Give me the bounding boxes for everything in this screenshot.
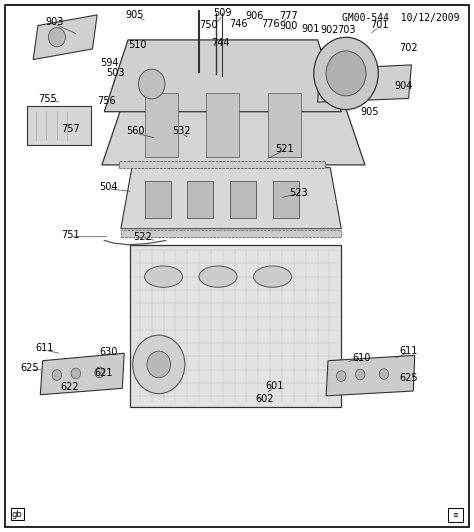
Circle shape — [356, 369, 365, 380]
Circle shape — [379, 369, 389, 379]
Text: 510: 510 — [128, 40, 147, 50]
Text: 594: 594 — [100, 58, 118, 68]
Text: 625: 625 — [399, 373, 418, 383]
Text: 621: 621 — [94, 369, 113, 378]
Text: 703: 703 — [337, 26, 356, 35]
Polygon shape — [130, 245, 341, 407]
Polygon shape — [102, 72, 365, 165]
Text: 622: 622 — [60, 383, 79, 392]
Text: 532: 532 — [172, 127, 191, 136]
Bar — [230, 181, 256, 218]
Text: 756: 756 — [97, 96, 116, 106]
Bar — [268, 93, 301, 157]
Ellipse shape — [199, 266, 237, 287]
Text: 625: 625 — [20, 363, 39, 373]
Text: 509: 509 — [213, 9, 232, 18]
Polygon shape — [121, 168, 341, 229]
Circle shape — [71, 368, 81, 379]
Text: 777: 777 — [279, 11, 298, 21]
Ellipse shape — [145, 266, 182, 287]
Text: 746: 746 — [228, 19, 247, 29]
Text: 701: 701 — [370, 20, 389, 30]
Text: 750: 750 — [199, 20, 218, 30]
Circle shape — [52, 370, 62, 380]
Text: 630: 630 — [100, 347, 118, 357]
Text: 906: 906 — [246, 11, 264, 21]
Text: 523: 523 — [289, 188, 308, 197]
Text: 755: 755 — [38, 95, 57, 104]
Text: 904: 904 — [395, 81, 413, 91]
Bar — [145, 93, 178, 157]
Text: 902: 902 — [320, 26, 339, 35]
Bar — [206, 93, 239, 157]
Circle shape — [48, 28, 65, 47]
Bar — [273, 181, 299, 218]
Circle shape — [314, 37, 378, 110]
Polygon shape — [33, 15, 97, 60]
Text: 901: 901 — [301, 24, 319, 34]
Text: 503: 503 — [106, 69, 125, 78]
Circle shape — [147, 351, 171, 378]
Polygon shape — [318, 65, 411, 102]
Circle shape — [95, 367, 104, 378]
Circle shape — [138, 69, 165, 99]
Circle shape — [326, 51, 366, 96]
Text: 905: 905 — [126, 10, 145, 20]
Ellipse shape — [254, 266, 292, 287]
Polygon shape — [326, 355, 415, 396]
Text: 610: 610 — [352, 353, 370, 362]
Bar — [448, 508, 463, 522]
Text: 602: 602 — [255, 394, 274, 404]
Text: 900: 900 — [279, 21, 297, 30]
Text: GM00-544  10/12/2009: GM00-544 10/12/2009 — [342, 13, 460, 23]
Text: 522: 522 — [133, 232, 152, 242]
Text: 903: 903 — [46, 18, 64, 27]
Bar — [27, 106, 91, 145]
Text: 702: 702 — [399, 43, 418, 53]
Circle shape — [337, 371, 346, 381]
Circle shape — [133, 335, 185, 394]
Bar — [118, 161, 325, 168]
Text: 560: 560 — [126, 127, 145, 136]
Text: 776: 776 — [261, 19, 280, 29]
Text: 611: 611 — [36, 344, 54, 353]
Polygon shape — [40, 353, 124, 395]
Bar — [145, 181, 171, 218]
Text: 521: 521 — [275, 144, 294, 154]
Text: 504: 504 — [99, 182, 118, 192]
Text: 751: 751 — [61, 230, 80, 240]
Bar — [121, 230, 341, 237]
Polygon shape — [104, 40, 341, 112]
Text: 601: 601 — [266, 381, 284, 390]
Text: 611: 611 — [400, 346, 418, 356]
Text: 905: 905 — [360, 107, 379, 117]
Bar — [187, 181, 213, 218]
Text: ≡: ≡ — [453, 512, 458, 518]
Text: gb: gb — [12, 510, 23, 519]
Text: 744: 744 — [211, 38, 230, 47]
Text: 757: 757 — [61, 124, 80, 134]
